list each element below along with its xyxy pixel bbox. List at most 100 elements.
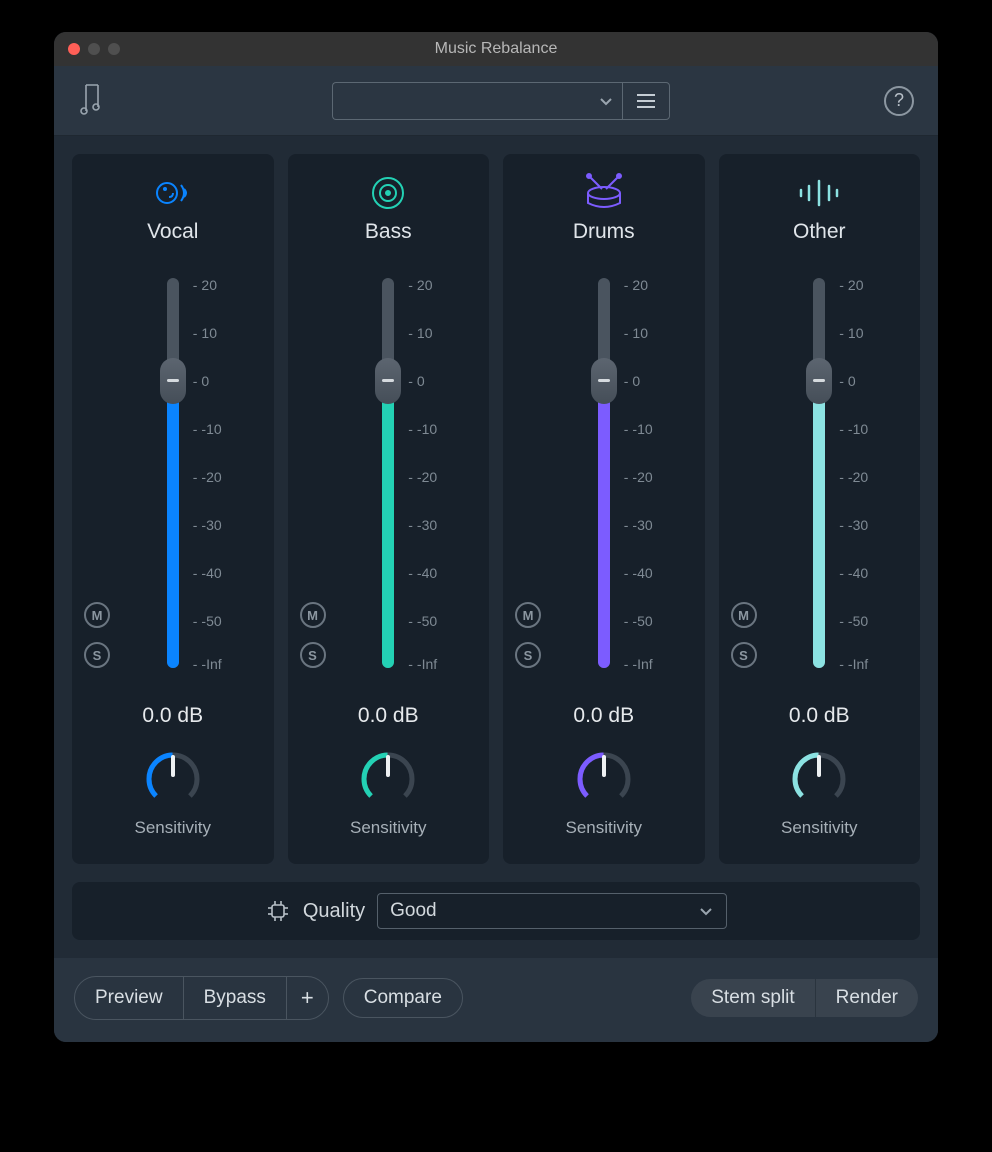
minimize-window-button[interactable] bbox=[88, 43, 100, 55]
tick-label: -20 bbox=[193, 469, 222, 485]
slider-fill bbox=[598, 381, 610, 668]
sensitivity-group: Sensitivity bbox=[350, 750, 427, 838]
mute-button[interactable]: M bbox=[515, 602, 541, 628]
tick-label: 10 bbox=[193, 325, 217, 341]
gain-slider[interactable]: 20100-10-20-30-40-50-InfMS bbox=[719, 278, 921, 668]
close-window-button[interactable] bbox=[68, 43, 80, 55]
sensitivity-knob[interactable] bbox=[144, 750, 202, 808]
channel-title: Drums bbox=[573, 220, 635, 244]
mute-solo-group: MS bbox=[731, 602, 757, 668]
zoom-window-button[interactable] bbox=[108, 43, 120, 55]
slider-thumb[interactable] bbox=[806, 358, 832, 404]
tick-label: -10 bbox=[193, 421, 222, 437]
sensitivity-group: Sensitivity bbox=[565, 750, 642, 838]
tick-labels: 20100-10-20-30-40-50-Inf bbox=[624, 278, 674, 668]
slider-thumb[interactable] bbox=[160, 358, 186, 404]
sensitivity-group: Sensitivity bbox=[134, 750, 211, 838]
channels-row: Vocal20100-10-20-30-40-50-InfMS0.0 dBSen… bbox=[72, 154, 920, 864]
sensitivity-knob[interactable] bbox=[790, 750, 848, 808]
tick-label: -40 bbox=[193, 565, 222, 581]
slider-thumb[interactable] bbox=[591, 358, 617, 404]
tick-label: -40 bbox=[839, 565, 868, 581]
sensitivity-label: Sensitivity bbox=[350, 818, 427, 838]
chevron-down-icon bbox=[698, 903, 714, 919]
window-title: Music Rebalance bbox=[54, 40, 938, 58]
tick-label: 0 bbox=[193, 373, 209, 389]
sensitivity-label: Sensitivity bbox=[565, 818, 642, 838]
tick-label: -40 bbox=[624, 565, 653, 581]
help-button[interactable]: ? bbox=[884, 86, 914, 116]
gain-slider[interactable]: 20100-10-20-30-40-50-InfMS bbox=[503, 278, 705, 668]
add-button[interactable]: + bbox=[287, 977, 328, 1019]
render-button[interactable]: Render bbox=[816, 979, 918, 1017]
tick-label: 20 bbox=[624, 277, 648, 293]
tick-label: -20 bbox=[408, 469, 437, 485]
solo-button[interactable]: S bbox=[731, 642, 757, 668]
question-icon: ? bbox=[894, 90, 904, 111]
solo-button[interactable]: S bbox=[300, 642, 326, 668]
preview-button[interactable]: Preview bbox=[75, 977, 184, 1019]
knob-pointer bbox=[817, 755, 821, 777]
slider-thumb[interactable] bbox=[375, 358, 401, 404]
tick-label: -50 bbox=[408, 613, 437, 629]
stem-split-button[interactable]: Stem split bbox=[691, 979, 815, 1017]
bypass-button[interactable]: Bypass bbox=[184, 977, 287, 1019]
preset-dropdown[interactable] bbox=[332, 82, 622, 120]
tick-label: 0 bbox=[624, 373, 640, 389]
tick-label: -Inf bbox=[193, 656, 222, 672]
sensitivity-knob[interactable] bbox=[575, 750, 633, 808]
other-icon bbox=[795, 172, 843, 214]
sensitivity-label: Sensitivity bbox=[781, 818, 858, 838]
solo-button[interactable]: S bbox=[84, 642, 110, 668]
footer: Preview Bypass + Compare Stem split Rend… bbox=[54, 958, 938, 1042]
knob-pointer bbox=[602, 755, 606, 777]
gain-readout: 0.0 dB bbox=[358, 704, 419, 728]
tick-label: -30 bbox=[839, 517, 868, 533]
tick-label: -20 bbox=[624, 469, 653, 485]
mute-button[interactable]: M bbox=[300, 602, 326, 628]
tick-label: 10 bbox=[408, 325, 432, 341]
channel-vocal: Vocal20100-10-20-30-40-50-InfMS0.0 dBSen… bbox=[72, 154, 274, 864]
transport-segment: Preview Bypass + bbox=[74, 976, 329, 1020]
tick-label: -10 bbox=[624, 421, 653, 437]
preset-menu-button[interactable] bbox=[622, 82, 670, 120]
quality-value: Good bbox=[390, 900, 436, 922]
cpu-icon bbox=[265, 898, 291, 924]
quality-dropdown[interactable]: Good bbox=[377, 893, 727, 929]
tick-label: 10 bbox=[839, 325, 863, 341]
tick-label: 20 bbox=[408, 277, 432, 293]
render-segment: Stem split Render bbox=[691, 979, 918, 1017]
logo-icon bbox=[78, 81, 118, 120]
tick-label: -50 bbox=[839, 613, 868, 629]
mute-solo-group: MS bbox=[84, 602, 110, 668]
knob-pointer bbox=[171, 755, 175, 777]
solo-button[interactable]: S bbox=[515, 642, 541, 668]
knob-pointer bbox=[386, 755, 390, 777]
tick-label: -30 bbox=[193, 517, 222, 533]
channel-bass: Bass20100-10-20-30-40-50-InfMS0.0 dBSens… bbox=[288, 154, 490, 864]
mute-button[interactable]: M bbox=[731, 602, 757, 628]
quality-row: Quality Good bbox=[72, 882, 920, 940]
chevron-down-icon bbox=[598, 93, 614, 109]
tick-label: 10 bbox=[624, 325, 648, 341]
main-panel: Vocal20100-10-20-30-40-50-InfMS0.0 dBSen… bbox=[54, 136, 938, 958]
gain-slider[interactable]: 20100-10-20-30-40-50-InfMS bbox=[72, 278, 274, 668]
toolbar: ? bbox=[54, 66, 938, 136]
tick-label: -50 bbox=[624, 613, 653, 629]
tick-label: -10 bbox=[408, 421, 437, 437]
slider-fill bbox=[382, 381, 394, 668]
tick-label: -Inf bbox=[624, 656, 653, 672]
tick-label: 20 bbox=[193, 277, 217, 293]
tick-label: -30 bbox=[624, 517, 653, 533]
tick-label: -20 bbox=[839, 469, 868, 485]
gain-slider[interactable]: 20100-10-20-30-40-50-InfMS bbox=[288, 278, 490, 668]
mute-button[interactable]: M bbox=[84, 602, 110, 628]
tick-label: -40 bbox=[408, 565, 437, 581]
window-controls bbox=[54, 43, 120, 55]
tick-label: -Inf bbox=[839, 656, 868, 672]
tick-labels: 20100-10-20-30-40-50-Inf bbox=[408, 278, 458, 668]
compare-button[interactable]: Compare bbox=[343, 978, 463, 1018]
channel-title: Vocal bbox=[147, 220, 198, 244]
tick-label: 20 bbox=[839, 277, 863, 293]
sensitivity-knob[interactable] bbox=[359, 750, 417, 808]
